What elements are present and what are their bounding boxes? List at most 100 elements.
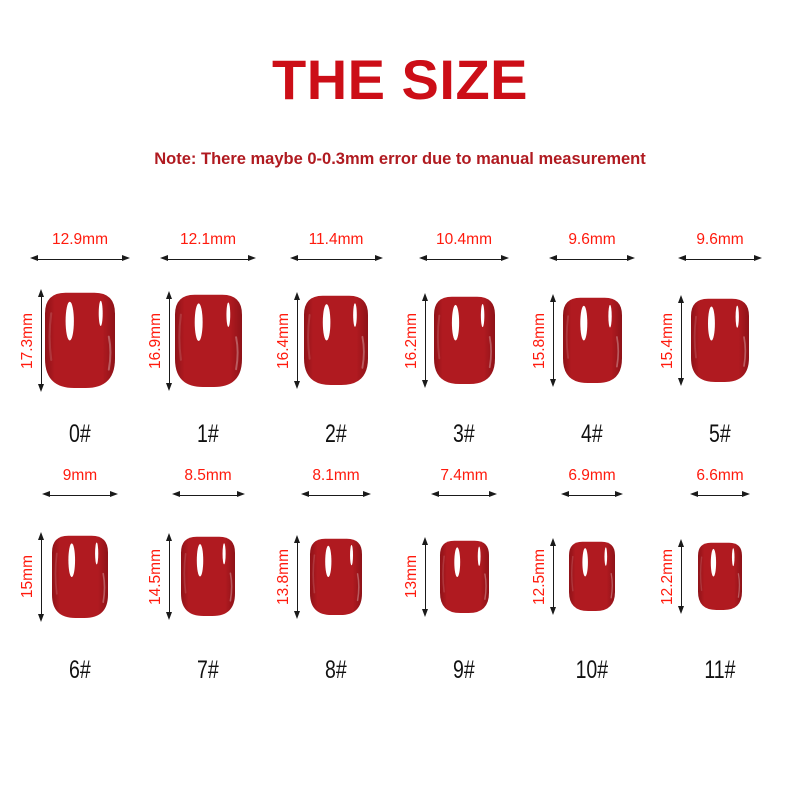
nail-size-cell-3: 10.4mm 16.2mm 3#	[400, 232, 528, 447]
height-dimension: 16.4mm	[275, 265, 304, 416]
size-number-label: 6#	[69, 656, 91, 684]
height-dimension: 13mm	[403, 501, 432, 652]
nail-sheen-right	[107, 335, 112, 371]
nail-highlight-left	[710, 548, 717, 577]
height-label: 16.9mm	[147, 312, 164, 369]
nail-size-cell-5: 9.6mm 15.4mm 5#	[656, 232, 784, 447]
nail-size-cell-2: 11.4mm 16.4mm 2#	[272, 232, 400, 447]
nail-shape	[433, 296, 495, 384]
nail-sheen-right	[234, 335, 239, 370]
nail-sheen-left	[571, 555, 574, 592]
height-dimension: 13.8mm	[275, 501, 304, 652]
nail-shape	[174, 294, 242, 387]
nail-zone: 13.8mm	[272, 501, 400, 652]
page-title: THE SIZE	[271, 48, 529, 111]
height-dimension: 14.5mm	[147, 501, 176, 652]
width-label: 12.1mm	[180, 231, 236, 248]
nail-sheen-left	[699, 556, 703, 591]
size-number-label: 4#	[581, 420, 603, 448]
width-dimension-arrow	[549, 253, 635, 265]
width-label: 8.5mm	[184, 467, 232, 484]
nail-sheen-left	[54, 552, 58, 595]
height-dimension-arrow	[164, 290, 176, 391]
nail-highlight-right	[222, 543, 226, 565]
nail-highlight-left	[65, 301, 74, 341]
nail-zone: 13mm	[400, 501, 528, 652]
width-dimension-arrow	[561, 489, 623, 501]
nail-sheen-left	[312, 553, 316, 593]
nail-sheen-right	[743, 336, 747, 367]
nail-shape	[181, 536, 235, 616]
height-dimension-arrow	[420, 293, 432, 388]
height-dimension: 12.5mm	[531, 501, 560, 652]
height-dimension: 17.3mm	[19, 265, 48, 416]
nail-row-top: 12.9mm 17.3mm 0#	[0, 232, 800, 447]
nail-sheen-left	[565, 315, 569, 359]
nail-zone: 16.9mm	[144, 265, 272, 416]
width-label: 7.4mm	[440, 467, 488, 484]
nail-sheen-left	[693, 315, 697, 359]
nail-highlight-right	[477, 546, 481, 566]
size-number-label: 11#	[704, 656, 736, 684]
width-dimension-arrow	[160, 253, 256, 265]
nail-sheen-right	[356, 572, 360, 601]
nail-size-cell-11: 6.6mm 12.2mm 11#	[656, 468, 784, 683]
nail-highlight-left	[453, 546, 460, 577]
size-number-label: 0#	[69, 420, 91, 448]
nail-size-cell-8: 8.1mm 13.8mm 8#	[272, 468, 400, 683]
height-label: 13mm	[403, 554, 420, 599]
height-label: 16.2mm	[403, 312, 420, 369]
height-dimension: 12.2mm	[659, 501, 688, 652]
width-label: 8.1mm	[312, 467, 360, 484]
height-label: 15mm	[19, 554, 36, 599]
nail-sheen-right	[229, 572, 233, 602]
nail-row-bottom: 9mm 15mm 6# 8	[0, 468, 800, 683]
height-label: 14.5mm	[147, 548, 164, 605]
nail-highlight-left	[708, 306, 715, 341]
width-label: 9.6mm	[696, 231, 744, 248]
nail-shape	[310, 538, 362, 615]
height-dimension: 16.2mm	[403, 265, 432, 416]
nail-zone: 12.5mm	[528, 501, 656, 652]
width-label: 11.4mm	[308, 231, 364, 248]
nail-highlight-right	[353, 303, 357, 327]
nail-sheen-right	[737, 573, 741, 598]
nail-shape	[45, 292, 115, 388]
height-dimension-arrow	[676, 295, 688, 386]
height-label: 16.4mm	[275, 312, 292, 369]
nail-size-cell-10: 6.9mm 12.5mm 10#	[528, 468, 656, 683]
nail-zone: 12.2mm	[656, 501, 784, 652]
nail-zone: 15.8mm	[528, 265, 656, 416]
nail-highlight-right	[95, 542, 99, 564]
height-label: 12.2mm	[659, 548, 676, 605]
nail-highlight-right	[98, 300, 103, 326]
size-number-label: 10#	[575, 656, 609, 684]
nail-zone: 14.5mm	[144, 501, 272, 652]
nail-sheen-left	[436, 314, 440, 360]
nail-shape	[691, 298, 749, 382]
nail-highlight-right	[480, 304, 484, 328]
nail-highlight-left	[579, 305, 587, 341]
width-dimension-arrow	[171, 489, 245, 501]
nail-highlight-left	[451, 304, 459, 341]
nail-highlight-right	[350, 544, 354, 565]
width-label: 10.4mm	[436, 231, 492, 248]
nail-zone: 16.2mm	[400, 265, 528, 416]
height-dimension-arrow	[548, 538, 560, 615]
size-number-label: 5#	[709, 420, 731, 448]
width-dimension-arrow	[419, 253, 509, 265]
nail-sheen-right	[361, 335, 365, 369]
width-dimension-arrow	[30, 253, 130, 265]
nail-size-cell-1: 12.1mm 16.9mm 1#	[144, 232, 272, 447]
nail-sheen-left	[307, 314, 311, 360]
nail-sheen-left	[441, 555, 445, 593]
size-number-label: 9#	[453, 656, 475, 684]
nail-zone: 15.4mm	[656, 265, 784, 416]
size-number-label: 1#	[197, 420, 219, 448]
nail-sheen-right	[483, 572, 487, 600]
height-dimension-arrow	[676, 539, 688, 614]
height-dimension-arrow	[292, 292, 304, 389]
width-dimension-arrow	[431, 489, 497, 501]
